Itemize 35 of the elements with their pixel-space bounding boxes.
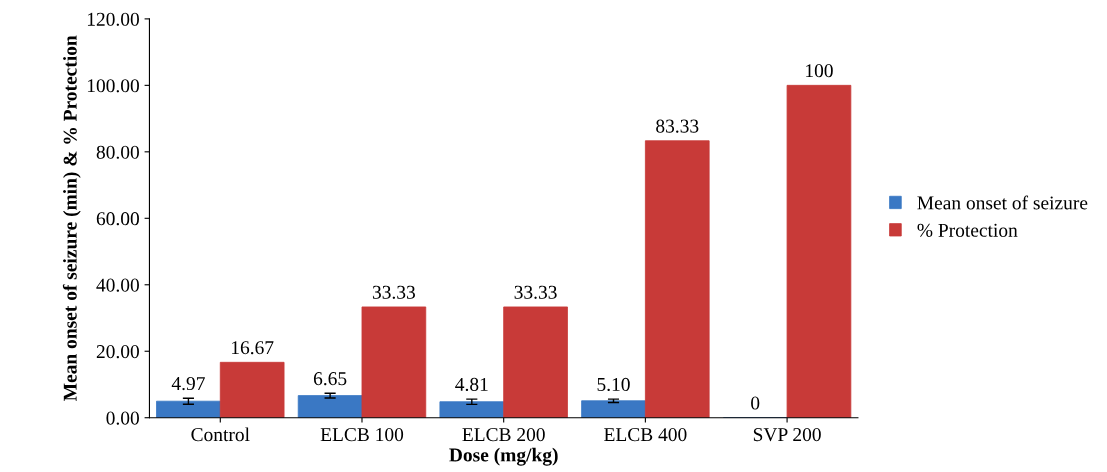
data-label: 33.33 xyxy=(372,285,415,299)
data-label: 100 xyxy=(806,64,833,78)
y-tick-label: 120.00 xyxy=(87,12,139,26)
bar xyxy=(581,400,646,418)
x-tick-label: ELCB 200 xyxy=(462,428,545,442)
legend-label: % Protection xyxy=(917,223,1018,237)
bar xyxy=(156,400,221,418)
x-tick-label: SVP 200 xyxy=(753,428,821,442)
y-tick-label: 80.00 xyxy=(96,145,139,159)
bar xyxy=(361,306,427,418)
y-tick-label: 100.00 xyxy=(87,79,139,93)
x-tick-label: ELCB 100 xyxy=(320,428,404,442)
y-tick-label: 60.00 xyxy=(96,212,139,226)
y-tick-label: 0.00 xyxy=(106,411,139,425)
legend-label: Mean onset of seizure xyxy=(917,195,1088,210)
data-label: 4.97 xyxy=(171,377,205,391)
x-axis-title: Dose (mg/kg) xyxy=(449,447,558,466)
y-tick-label: 40.00 xyxy=(96,278,139,292)
bar xyxy=(644,140,710,418)
bar xyxy=(439,401,505,418)
y-axis-title: Mean onset of seizure (min) & % Protection xyxy=(62,35,81,401)
data-label: 6.65 xyxy=(313,372,347,386)
data-label: 4.81 xyxy=(455,377,488,392)
data-label: 33.33 xyxy=(514,285,557,299)
bar xyxy=(219,361,285,418)
y-tick-label: 20.00 xyxy=(96,345,139,359)
data-label: 83.33 xyxy=(656,119,699,133)
bar xyxy=(786,84,852,418)
data-label: 5.10 xyxy=(597,377,630,392)
data-label: 0 xyxy=(751,396,760,410)
data-label: 16.67 xyxy=(232,341,274,355)
x-tick-label: ELCB 400 xyxy=(604,428,687,442)
x-tick-label: Control xyxy=(191,427,250,442)
bar xyxy=(503,306,568,418)
bar xyxy=(297,395,363,418)
